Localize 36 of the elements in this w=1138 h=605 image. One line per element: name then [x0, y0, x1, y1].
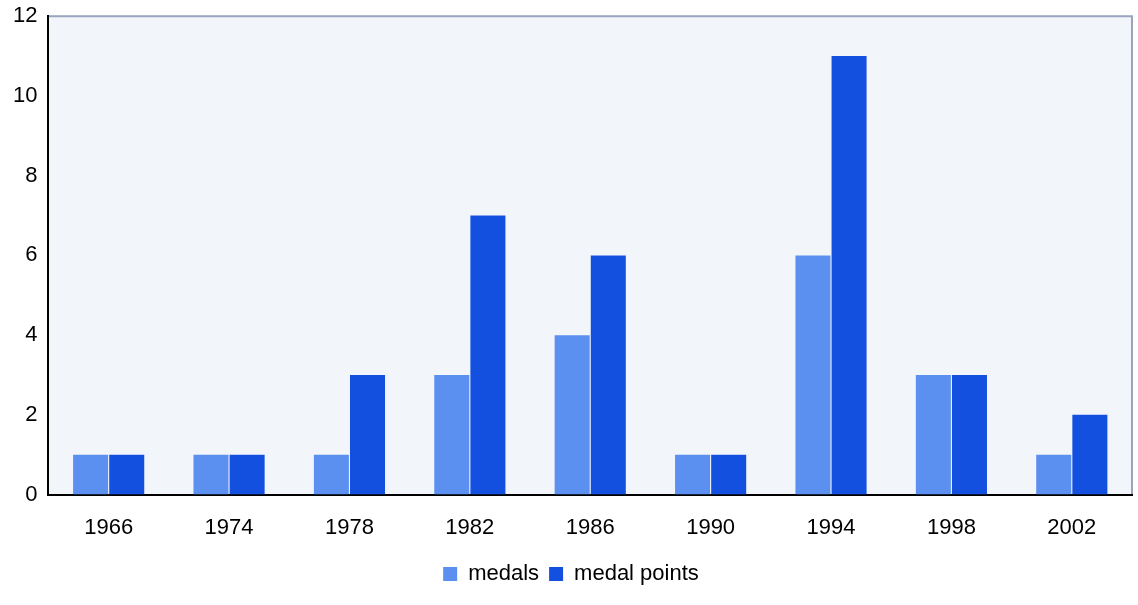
bar	[675, 454, 711, 495]
bar	[193, 454, 229, 495]
legend-label: medal points	[574, 560, 699, 586]
x-tick-label: 1982	[445, 513, 495, 539]
bar	[1072, 414, 1108, 495]
bar	[590, 255, 626, 495]
x-tick-label: 1966	[84, 513, 134, 539]
y-tick-label: 8	[25, 161, 38, 187]
bar	[795, 255, 831, 495]
y-tick-label: 0	[25, 480, 38, 506]
bar	[349, 375, 386, 495]
x-tick-label: 1974	[204, 513, 254, 539]
y-tick-label: 6	[25, 241, 38, 267]
bar	[554, 335, 590, 495]
bar	[831, 56, 867, 495]
x-tick-label: 1986	[565, 513, 615, 539]
bar	[1036, 454, 1072, 495]
x-tick-label: 1978	[324, 513, 374, 539]
y-tick-label: 12	[12, 2, 38, 28]
bar	[109, 454, 145, 495]
x-tick-label: 2002	[1047, 513, 1097, 539]
y-tick-label: 10	[12, 82, 38, 107]
bar	[313, 454, 349, 495]
x-tick-label: 1990	[686, 513, 736, 539]
x-tick-label: 1994	[806, 513, 856, 539]
bar	[229, 454, 265, 495]
bar	[951, 375, 987, 495]
bar	[434, 375, 470, 495]
bar	[73, 454, 109, 495]
y-tick-label: 4	[25, 321, 38, 347]
x-tick-label: 1998	[926, 513, 976, 539]
bar	[915, 375, 951, 495]
legend-label: medals	[468, 560, 540, 586]
y-tick-label: 2	[25, 400, 38, 426]
bar	[711, 454, 747, 495]
bar	[470, 215, 506, 495]
